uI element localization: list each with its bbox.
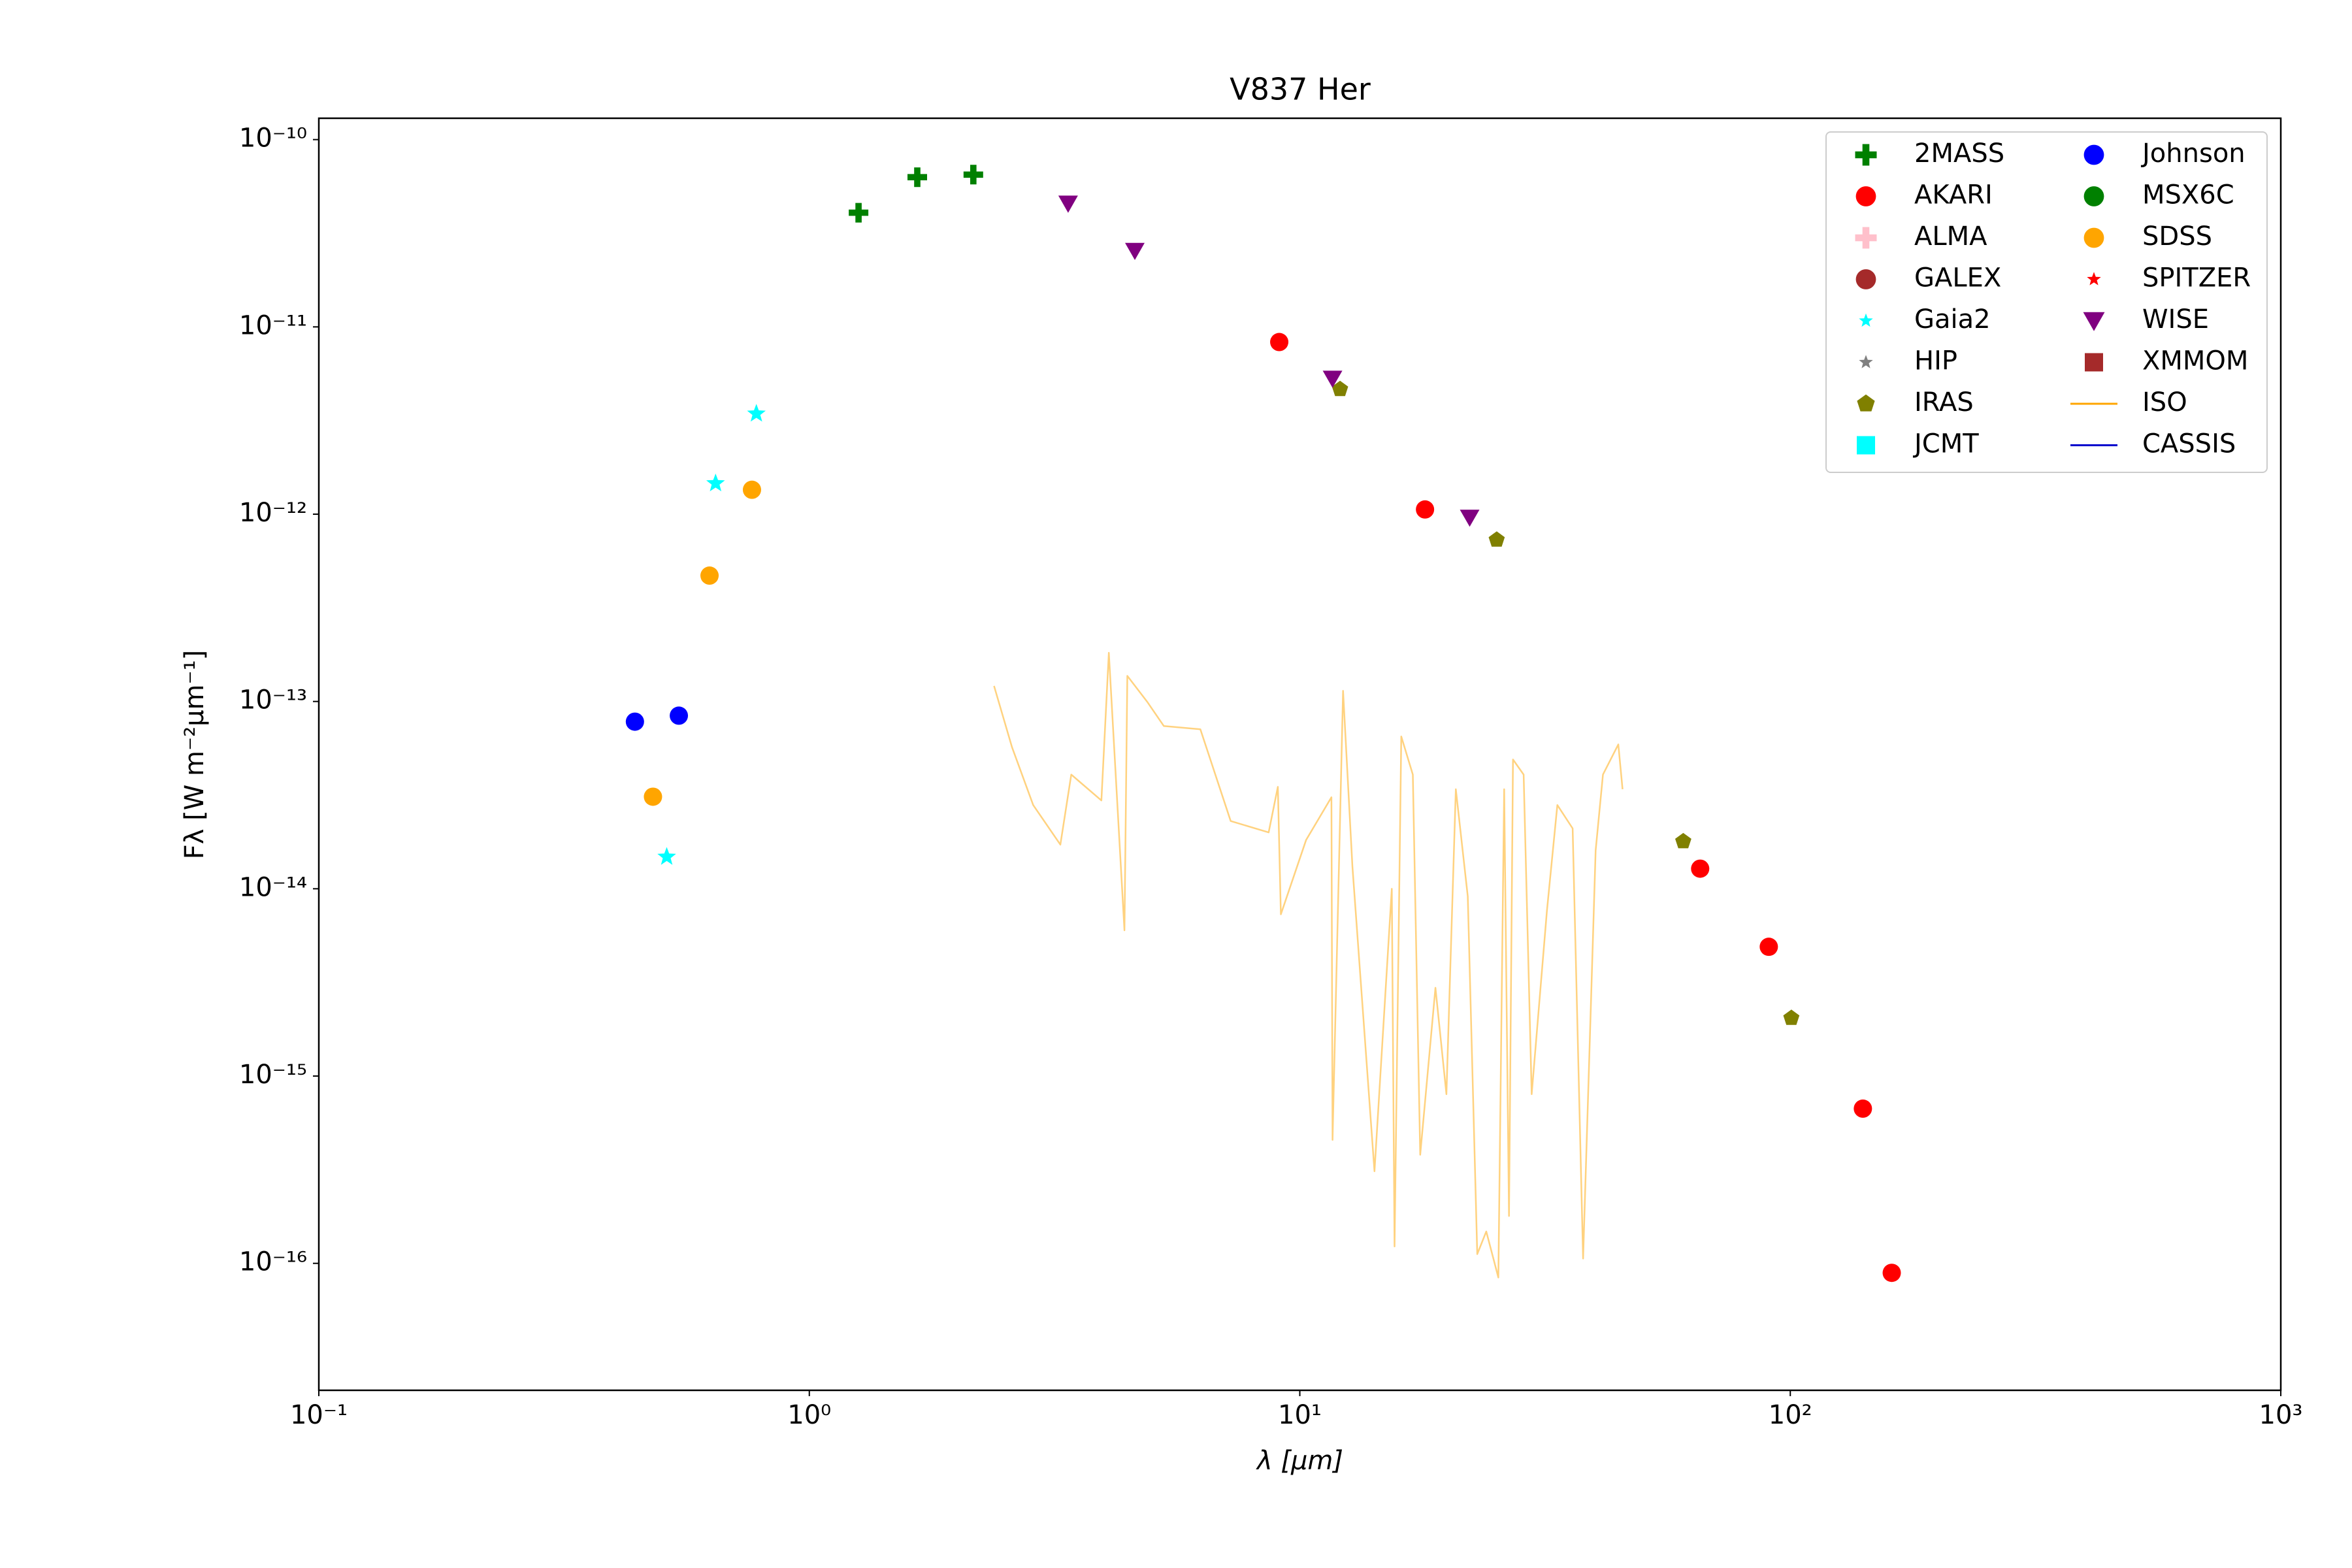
legend-marker	[1859, 313, 1873, 327]
data-point	[1460, 510, 1480, 527]
legend-label: Johnson	[2140, 139, 2246, 169]
legend-label: ISO	[2142, 387, 2187, 417]
data-point	[1331, 380, 1348, 397]
legend-marker	[1857, 436, 1875, 455]
legend-label: MSX6C	[2142, 180, 2234, 210]
data-point	[742, 480, 761, 499]
data-point	[1675, 832, 1691, 849]
y-tick-label: 10⁻¹⁴	[239, 872, 307, 902]
legend-marker	[1859, 355, 1873, 368]
data-point	[747, 404, 766, 422]
data-point	[706, 473, 725, 491]
chart-title: V837 Her	[1230, 72, 1371, 107]
data-point	[657, 847, 676, 865]
legend-label: Gaia2	[1914, 304, 1991, 335]
legend-label: AKARI	[1914, 180, 1993, 210]
y-tick-label: 10⁻¹²	[239, 498, 307, 528]
data-point	[849, 203, 869, 223]
legend-marker	[2083, 144, 2104, 165]
legend-marker	[1855, 269, 1876, 289]
legend-label: XMMOM	[2142, 346, 2248, 376]
data-point	[1058, 195, 1078, 213]
data-point	[1125, 242, 1145, 260]
legend-label: GALEX	[1914, 263, 2001, 293]
data-point	[1691, 859, 1710, 878]
data-point	[1783, 1009, 1800, 1025]
legend-marker	[2083, 227, 2104, 248]
spectrum-line	[993, 651, 1624, 1279]
legend-marker	[1855, 186, 1876, 206]
legend-marker	[1855, 144, 1877, 166]
legend-marker	[2085, 353, 2103, 372]
y-tick-label: 10⁻¹⁰	[239, 123, 307, 154]
legend-marker	[2083, 186, 2104, 206]
y-tick-label: 10⁻¹¹	[239, 310, 307, 340]
data-point	[963, 165, 983, 185]
legend-marker	[1855, 227, 1877, 249]
x-tick-label: 10⁰	[787, 1400, 831, 1430]
data-point	[907, 167, 927, 188]
legend-label: JCMT	[1912, 429, 1979, 459]
legend-marker	[2083, 312, 2105, 331]
data-point	[670, 706, 689, 725]
legend-label: SPITZER	[2142, 263, 2251, 293]
legend-label: WISE	[2142, 304, 2209, 335]
legend-marker	[1857, 394, 1875, 412]
legend-label: IRAS	[1914, 387, 1974, 417]
legend-label: ALMA	[1914, 221, 1987, 252]
legend-box	[1825, 131, 2268, 473]
legend-label: SDSS	[2142, 221, 2212, 252]
data-point	[1488, 531, 1505, 547]
data-point	[625, 712, 644, 731]
y-tick-label: 10⁻¹³	[239, 685, 307, 715]
data-point	[1854, 1099, 1872, 1118]
x-tick-label: 10²	[1769, 1400, 1812, 1430]
data-point	[644, 787, 662, 806]
y-axis-label: Fλ [W m⁻²μm⁻¹]	[180, 650, 210, 860]
legend-label: CASSIS	[2142, 429, 2236, 459]
legend-marker	[2087, 272, 2101, 286]
x-tick-label: 10³	[2259, 1400, 2303, 1430]
x-tick-label: 10⁻¹	[290, 1400, 348, 1430]
plot-frame	[318, 117, 2282, 1392]
x-axis-label: λ [μm]	[1256, 1446, 1343, 1476]
data-point	[1270, 333, 1289, 351]
data-point	[1416, 500, 1435, 519]
y-tick-label: 10⁻¹⁶	[239, 1247, 307, 1277]
data-point	[700, 566, 719, 585]
data-point	[1759, 938, 1778, 956]
legend-label: 2MASS	[1914, 139, 2004, 169]
data-point	[1882, 1264, 1901, 1282]
y-tick-label: 10⁻¹⁵	[239, 1060, 307, 1090]
legend-label: HIP	[1914, 346, 1957, 376]
x-tick-label: 10¹	[1278, 1400, 1322, 1430]
data-point	[1322, 370, 1343, 388]
